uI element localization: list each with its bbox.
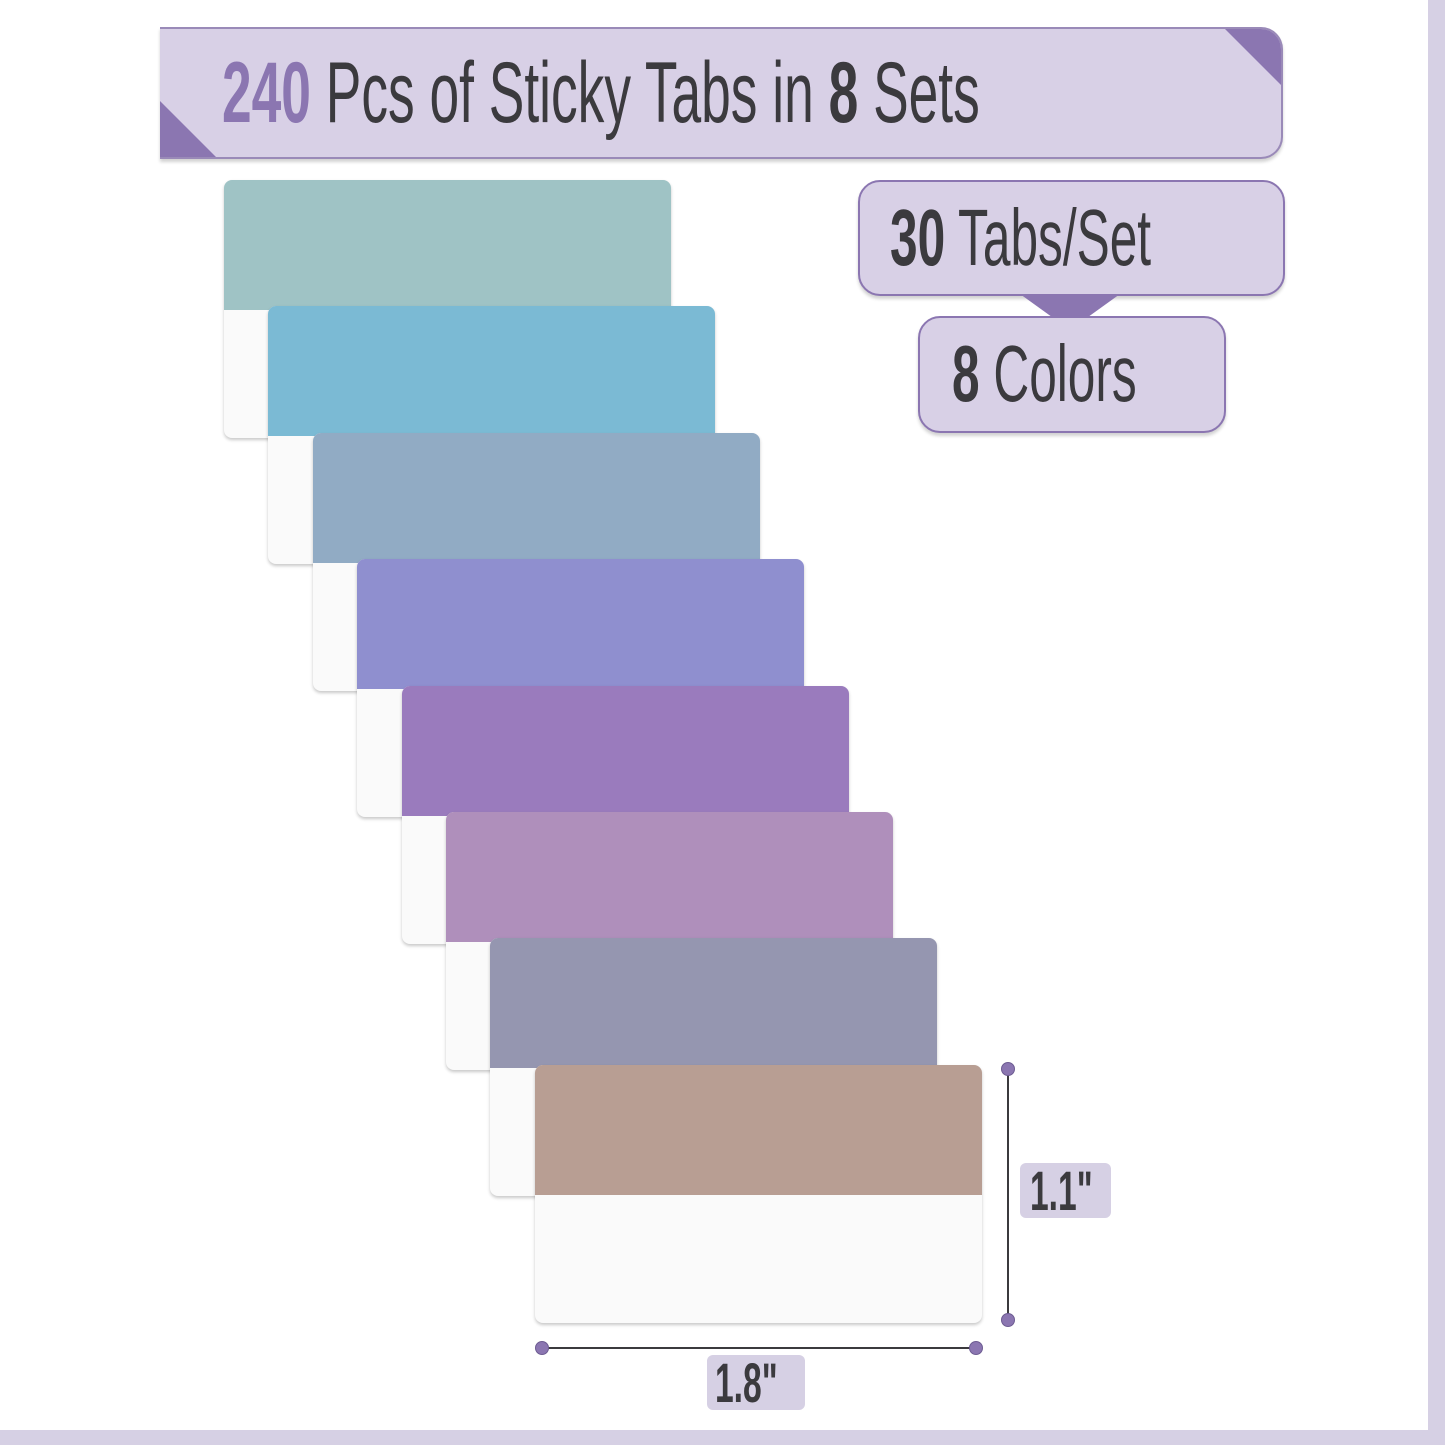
colors-badge: 8 Colors (918, 316, 1226, 433)
height-label: 1.1" (1020, 1159, 1111, 1222)
corner-decoration (1225, 29, 1281, 85)
dimension-endpoint (535, 1341, 549, 1355)
width-dimension-line (542, 1347, 976, 1349)
tabs-per-set-badge: 30 Tabs/Set (858, 180, 1285, 296)
title-banner: 240 Pcs of Sticky Tabs in 8 Sets (160, 27, 1283, 159)
badge-number: 8 (952, 329, 980, 418)
sticky-tab (534, 1064, 982, 1323)
height-dimension-line (1007, 1068, 1009, 1320)
tab-color-strip (224, 180, 671, 310)
badge-label: Tabs/Set (958, 193, 1152, 282)
title-text: 240 Pcs of Sticky Tabs in 8 Sets (222, 43, 980, 143)
tab-color-strip (357, 559, 805, 690)
width-label: 1.8" (707, 1351, 805, 1414)
tab-color-strip (534, 1064, 982, 1195)
dimension-endpoint (969, 1341, 983, 1355)
badge-number: 30 (890, 193, 946, 282)
tab-color-strip (312, 432, 760, 563)
tab-color-strip (446, 812, 893, 942)
title-count: 240 (222, 45, 311, 141)
frame-border-bottom (0, 1430, 1445, 1445)
tab-color-strip (268, 306, 716, 437)
tab-color-strip (490, 938, 938, 1069)
width-value: 1.8" (715, 1351, 778, 1414)
title-sets-count: 8 (828, 45, 859, 141)
title-middle: Pcs of Sticky Tabs in (325, 45, 814, 141)
frame-border-right (1428, 0, 1445, 1445)
title-end: Sets (873, 45, 980, 141)
dimension-endpoint (1001, 1062, 1015, 1076)
dimension-endpoint (1001, 1313, 1015, 1327)
badge-label: Colors (993, 329, 1137, 418)
height-value: 1.1" (1030, 1159, 1093, 1222)
corner-decoration (160, 101, 216, 157)
tab-color-strip (401, 685, 849, 816)
